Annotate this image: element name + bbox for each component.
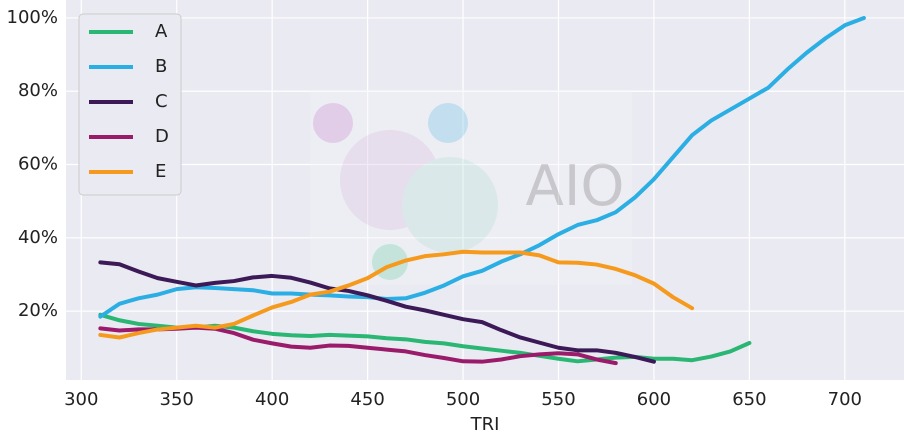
series-line xyxy=(98,260,656,364)
watermark: AIO xyxy=(310,90,632,285)
x-tick-label: 500 xyxy=(446,389,480,410)
x-tick-label: 700 xyxy=(828,389,862,410)
y-tick-label: 80% xyxy=(18,80,58,101)
x-tick-label: 300 xyxy=(64,389,98,410)
y-tick-label: 20% xyxy=(18,300,58,321)
x-tick-label: 450 xyxy=(350,389,384,410)
x-tick-label: 550 xyxy=(541,389,575,410)
y-tick-label: 40% xyxy=(18,227,58,248)
lines xyxy=(98,15,866,366)
series-line xyxy=(98,249,695,340)
y-tick-label: 60% xyxy=(18,154,58,175)
legend-label: B xyxy=(155,56,167,77)
x-axis-label: TRI xyxy=(470,414,500,434)
grid xyxy=(66,0,904,380)
x-tick-label: 400 xyxy=(255,389,289,410)
legend-label: D xyxy=(155,126,169,147)
legend-label: C xyxy=(155,91,168,112)
legend-label: A xyxy=(155,21,168,42)
x-tick-label: 650 xyxy=(732,389,766,410)
watermark-text: AIO xyxy=(526,154,625,219)
legend-label: E xyxy=(155,161,166,182)
plot-area xyxy=(66,0,904,380)
legend-box xyxy=(78,13,182,196)
y-tick-label: 100% xyxy=(7,7,58,28)
series-line xyxy=(98,15,866,319)
x-tick-label: 600 xyxy=(637,389,671,410)
x-tick-label: 350 xyxy=(160,389,194,410)
